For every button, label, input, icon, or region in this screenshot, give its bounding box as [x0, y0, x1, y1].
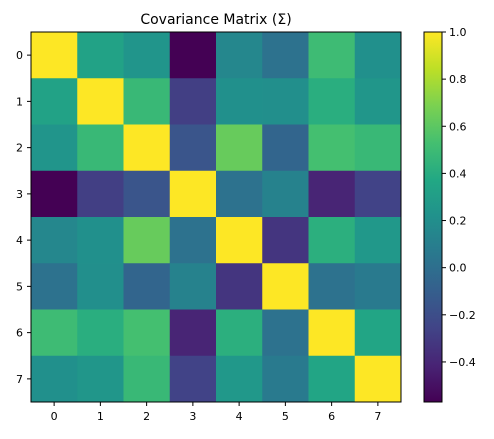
colorbar-tick-label-0: −0.4 — [449, 356, 476, 369]
y-tick-label-5: 5 — [16, 280, 23, 293]
heatmap-cell-2-4 — [216, 125, 263, 172]
heatmap-cell-2-2 — [124, 125, 171, 172]
heatmap-cell-5-1 — [77, 263, 124, 310]
colorbar-tick-label-5: 0.6 — [449, 120, 467, 133]
heatmap-cell-0-6 — [309, 32, 356, 79]
heatmap-cell-7-0 — [31, 356, 78, 403]
x-tick-label-0: 0 — [51, 410, 58, 423]
heatmap-cell-3-5 — [262, 171, 309, 218]
y-tick-label-0: 0 — [16, 49, 23, 62]
x-tick-label-3: 3 — [189, 410, 196, 423]
heatmap-cell-5-0 — [31, 263, 78, 310]
heatmap-cell-5-4 — [216, 263, 263, 310]
heatmap-cell-0-1 — [77, 32, 124, 79]
heatmap-cell-2-3 — [170, 125, 217, 172]
chart-title: Covariance Matrix (Σ) — [140, 12, 291, 28]
heatmap-cell-5-7 — [355, 263, 402, 310]
heatmap-cell-7-4 — [216, 356, 263, 403]
heatmap-cell-0-0 — [31, 32, 78, 79]
colorbar-tick-label-3: 0.2 — [449, 215, 467, 228]
heatmap-cell-3-0 — [31, 171, 78, 218]
y-tick-label-1: 1 — [16, 95, 23, 108]
heatmap-cell-0-3 — [170, 32, 217, 79]
heatmap-cell-7-6 — [309, 356, 356, 403]
heatmap-cell-4-5 — [262, 217, 309, 264]
heatmap-cell-6-4 — [216, 310, 263, 357]
heatmap-cell-6-2 — [124, 310, 171, 357]
heatmap-cell-3-4 — [216, 171, 263, 218]
y-tick-label-2: 2 — [16, 142, 23, 155]
heatmap-cell-4-2 — [124, 217, 171, 264]
heatmap-cell-7-1 — [77, 356, 124, 403]
heatmap-cell-2-0 — [31, 125, 78, 172]
heatmap-cell-4-1 — [77, 217, 124, 264]
heatmap-cell-6-6 — [309, 310, 356, 357]
heatmap-cell-2-5 — [262, 125, 309, 172]
x-tick-label-1: 1 — [97, 410, 104, 423]
heatmap-cell-5-3 — [170, 263, 217, 310]
colorbar-tick-label-4: 0.4 — [449, 167, 467, 180]
heatmap-cell-0-4 — [216, 32, 263, 79]
heatmap-cell-5-2 — [124, 263, 171, 310]
heatmap-cell-3-1 — [77, 171, 124, 218]
heatmap-cell-0-2 — [124, 32, 171, 79]
heatmap-cell-1-5 — [262, 78, 309, 125]
heatmap-cell-1-3 — [170, 78, 217, 125]
x-axis: 0 1 2 3 4 5 6 7 — [51, 402, 382, 423]
x-tick-label-5: 5 — [282, 410, 289, 423]
heatmap-cell-2-1 — [77, 125, 124, 172]
heatmap-cell-5-6 — [309, 263, 356, 310]
heatmap-cell-4-4 — [216, 217, 263, 264]
heatmap-cells — [31, 32, 401, 402]
colorbar-tick-label-1: −0.2 — [449, 309, 476, 322]
heatmap-cell-6-0 — [31, 310, 78, 357]
heatmap-cell-6-3 — [170, 310, 217, 357]
heatmap-cell-2-6 — [309, 125, 356, 172]
heatmap-cell-7-7 — [355, 356, 402, 403]
y-tick-label-4: 4 — [16, 234, 23, 247]
heatmap-cell-1-1 — [77, 78, 124, 125]
heatmap-cell-0-5 — [262, 32, 309, 79]
colorbar-axis: −0.4 −0.2 0.0 0.2 0.4 0.6 0.8 1.0 — [442, 26, 476, 369]
colorbar-tick-label-2: 0.0 — [449, 262, 467, 275]
y-tick-label-3: 3 — [16, 188, 23, 201]
heatmap-cell-6-7 — [355, 310, 402, 357]
heatmap-cell-2-7 — [355, 125, 402, 172]
y-tick-label-6: 6 — [16, 327, 23, 340]
x-tick-label-2: 2 — [143, 410, 150, 423]
colorbar — [424, 32, 442, 402]
x-tick-label-6: 6 — [328, 410, 335, 423]
heatmap-cell-3-3 — [170, 171, 217, 218]
heatmap-cell-3-7 — [355, 171, 402, 218]
heatmap-cell-1-6 — [309, 78, 356, 125]
heatmap-cell-3-2 — [124, 171, 171, 218]
heatmap-cell-7-2 — [124, 356, 171, 403]
y-axis: 0 1 2 3 4 5 6 7 — [16, 49, 31, 386]
heatmap-cell-4-3 — [170, 217, 217, 264]
heatmap-cell-7-3 — [170, 356, 217, 403]
colorbar-tick-label-6: 0.8 — [449, 73, 467, 86]
heatmap-cell-5-5 — [262, 263, 309, 310]
heatmap-cell-3-6 — [309, 171, 356, 218]
heatmap-cell-6-5 — [262, 310, 309, 357]
heatmap-cell-4-6 — [309, 217, 356, 264]
x-tick-label-4: 4 — [236, 410, 243, 423]
heatmap-cell-4-7 — [355, 217, 402, 264]
heatmap-cell-7-5 — [262, 356, 309, 403]
heatmap-cell-1-0 — [31, 78, 78, 125]
heatmap-cell-1-7 — [355, 78, 402, 125]
colorbar-tick-label-7: 1.0 — [449, 26, 467, 39]
heatmap-cell-6-1 — [77, 310, 124, 357]
y-tick-label-7: 7 — [16, 373, 23, 386]
heatmap-cell-1-4 — [216, 78, 263, 125]
heatmap-cell-0-7 — [355, 32, 402, 79]
x-tick-label-7: 7 — [374, 410, 381, 423]
heatmap-cell-4-0 — [31, 217, 78, 264]
heatmap-cell-1-2 — [124, 78, 171, 125]
